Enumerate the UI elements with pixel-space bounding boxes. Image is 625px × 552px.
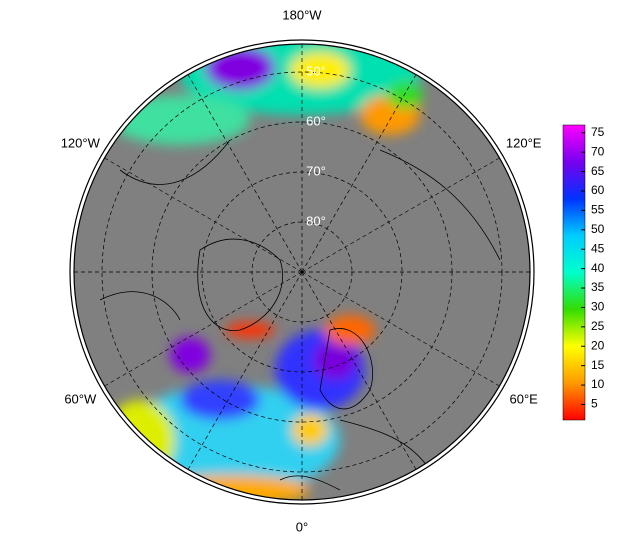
map-border-outer xyxy=(69,39,535,505)
meridian xyxy=(104,157,303,273)
map-border xyxy=(73,43,531,501)
colorbar-fill xyxy=(562,124,586,421)
coastlines xyxy=(99,139,501,491)
colorbar-tick-label: 55 xyxy=(591,203,605,217)
colorbar-tick-label: 45 xyxy=(591,241,605,255)
colorbar-tick-label: 5 xyxy=(591,397,598,411)
latitude-label: 70° xyxy=(306,163,326,178)
longitude-label: 0° xyxy=(296,519,308,534)
longitude-label: 60°W xyxy=(64,391,97,406)
colorbar-tick-label: 25 xyxy=(591,319,605,333)
graticule xyxy=(74,44,530,500)
colorbar-tick-label: 35 xyxy=(591,280,605,294)
colorbar-tick-label: 75 xyxy=(591,125,605,139)
latitude-label: 60° xyxy=(306,113,326,128)
meridian xyxy=(301,271,417,470)
colorbar-tick-label: 60 xyxy=(591,183,605,197)
meridian xyxy=(104,271,303,387)
longitude-label: 120°E xyxy=(506,135,542,150)
colorbar-tick-label: 20 xyxy=(591,338,605,352)
colorbar-tick-label: 70 xyxy=(591,144,605,158)
labels: 50° 60° 70° 80° 180°W 120°W 120°E 60°W 60°E 0° xyxy=(61,7,542,534)
colorbar-tick-label: 30 xyxy=(591,300,605,314)
colorbar-tick-label: 50 xyxy=(591,222,605,236)
longitude-label: 60°E xyxy=(510,391,539,406)
latitude-label: 80° xyxy=(306,213,326,228)
meridian xyxy=(187,74,303,273)
colorbar-tick-label: 10 xyxy=(591,377,605,391)
meridian xyxy=(301,74,417,273)
meridian xyxy=(301,157,500,273)
longitude-label: 120°W xyxy=(61,135,101,150)
latitude-label: 50° xyxy=(306,63,326,78)
meridian xyxy=(187,271,303,470)
meridian xyxy=(301,271,500,387)
colorbar: 5 10 15 20 25 30 35 40 45 50 55 60 65 70 75 xyxy=(562,124,605,421)
colorbar-tick-label: 40 xyxy=(591,261,605,275)
colorbar-tick-label: 65 xyxy=(591,164,605,178)
colorbar-tick-label: 15 xyxy=(591,358,605,372)
longitude-label: 180°W xyxy=(282,7,322,22)
